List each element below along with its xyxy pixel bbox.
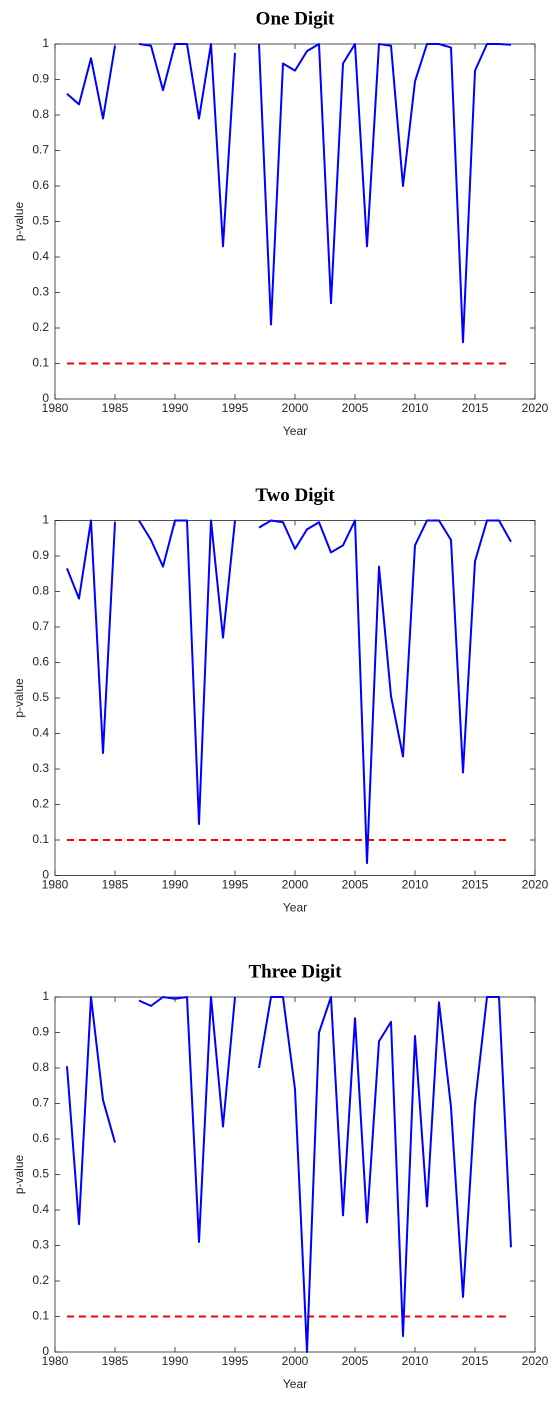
y-tick-label: 0.7: [32, 1096, 49, 1110]
y-tick-label: 0.8: [32, 584, 49, 598]
x-tick-label: 1995: [222, 1354, 249, 1368]
y-tick-label: 0.2: [32, 320, 49, 334]
chart-title: Three Digit: [248, 961, 342, 982]
y-tick-label: 0: [42, 391, 49, 405]
x-tick-label: 1985: [102, 1354, 129, 1368]
x-axis-label: Year: [283, 424, 307, 438]
y-tick-label: 1: [42, 989, 49, 1003]
y-tick-label: 0.4: [32, 249, 49, 263]
y-tick-label: 0.4: [32, 726, 49, 740]
x-tick-label: 2005: [342, 401, 369, 415]
y-tick-label: 0.1: [32, 356, 49, 370]
y-tick-label: 0.1: [32, 832, 49, 846]
x-tick-label: 2000: [282, 1354, 309, 1368]
y-tick-label: 0.3: [32, 761, 49, 775]
chart-title: One Digit: [256, 8, 335, 29]
y-tick-label: 0.4: [32, 1202, 49, 1216]
y-axis-label: p-value: [12, 201, 26, 241]
chart-title: Two Digit: [255, 485, 335, 506]
x-tick-label: 1990: [162, 1354, 189, 1368]
x-axis-label: Year: [283, 901, 307, 915]
x-tick-label: 1990: [162, 401, 189, 415]
x-tick-label: 2005: [342, 878, 369, 892]
x-tick-label: 2000: [282, 878, 309, 892]
y-tick-label: 0.1: [32, 1309, 49, 1323]
y-tick-label: 0: [42, 1344, 49, 1358]
data-line: [66, 519, 512, 865]
y-tick-label: 0.3: [32, 1238, 49, 1252]
y-tick-label: 0.6: [32, 655, 49, 669]
x-tick-label: 2020: [522, 878, 549, 892]
x-tick-label: 2000: [282, 401, 309, 415]
y-tick-label: 0.7: [32, 619, 49, 633]
x-tick-label: 1980: [42, 401, 69, 415]
x-tick-label: 2010: [402, 401, 429, 415]
x-tick-label: 2015: [462, 401, 489, 415]
y-axis-label: p-value: [12, 678, 26, 718]
y-tick-label: 0.2: [32, 1273, 49, 1287]
x-tick-label: 1980: [42, 1354, 69, 1368]
plot-frame: [54, 996, 536, 1353]
y-tick-label: 0: [42, 868, 49, 882]
x-tick-label: 1990: [162, 878, 189, 892]
y-tick-label: 0.6: [32, 178, 49, 192]
x-tick-label: 2020: [522, 401, 549, 415]
y-tick-label: 0.5: [32, 690, 49, 704]
y-tick-label: 0.6: [32, 1131, 49, 1145]
y-axis-label: p-value: [12, 1154, 26, 1194]
x-tick-label: 2020: [522, 1354, 549, 1368]
y-tick-label: 0.8: [32, 107, 49, 121]
x-tick-label: 1985: [102, 401, 129, 415]
y-tick-label: 0.5: [32, 1167, 49, 1181]
y-tick-label: 1: [42, 513, 49, 527]
x-tick-label: 2015: [462, 1354, 489, 1368]
x-tick-label: 1995: [222, 401, 249, 415]
data-line: [66, 996, 512, 1353]
x-tick-label: 2010: [402, 878, 429, 892]
plot-frame: [54, 43, 536, 400]
x-tick-label: 1995: [222, 878, 249, 892]
y-tick-label: 0.9: [32, 72, 49, 86]
y-tick-label: 1: [42, 36, 49, 50]
y-tick-label: 0.5: [32, 214, 49, 228]
y-tick-label: 0.8: [32, 1060, 49, 1074]
y-tick-label: 0.9: [32, 548, 49, 562]
x-tick-label: 1985: [102, 878, 129, 892]
y-tick-label: 0.9: [32, 1025, 49, 1039]
x-tick-label: 2010: [402, 1354, 429, 1368]
data-line: [66, 43, 512, 344]
x-tick-label: 2015: [462, 878, 489, 892]
plot-frame: [54, 520, 536, 876]
y-tick-label: 0.3: [32, 285, 49, 299]
y-tick-label: 0.2: [32, 797, 49, 811]
x-tick-label: 2005: [342, 1354, 369, 1368]
x-tick-label: 1980: [42, 878, 69, 892]
y-tick-label: 0.7: [32, 143, 49, 157]
x-axis-label: Year: [283, 1377, 307, 1391]
